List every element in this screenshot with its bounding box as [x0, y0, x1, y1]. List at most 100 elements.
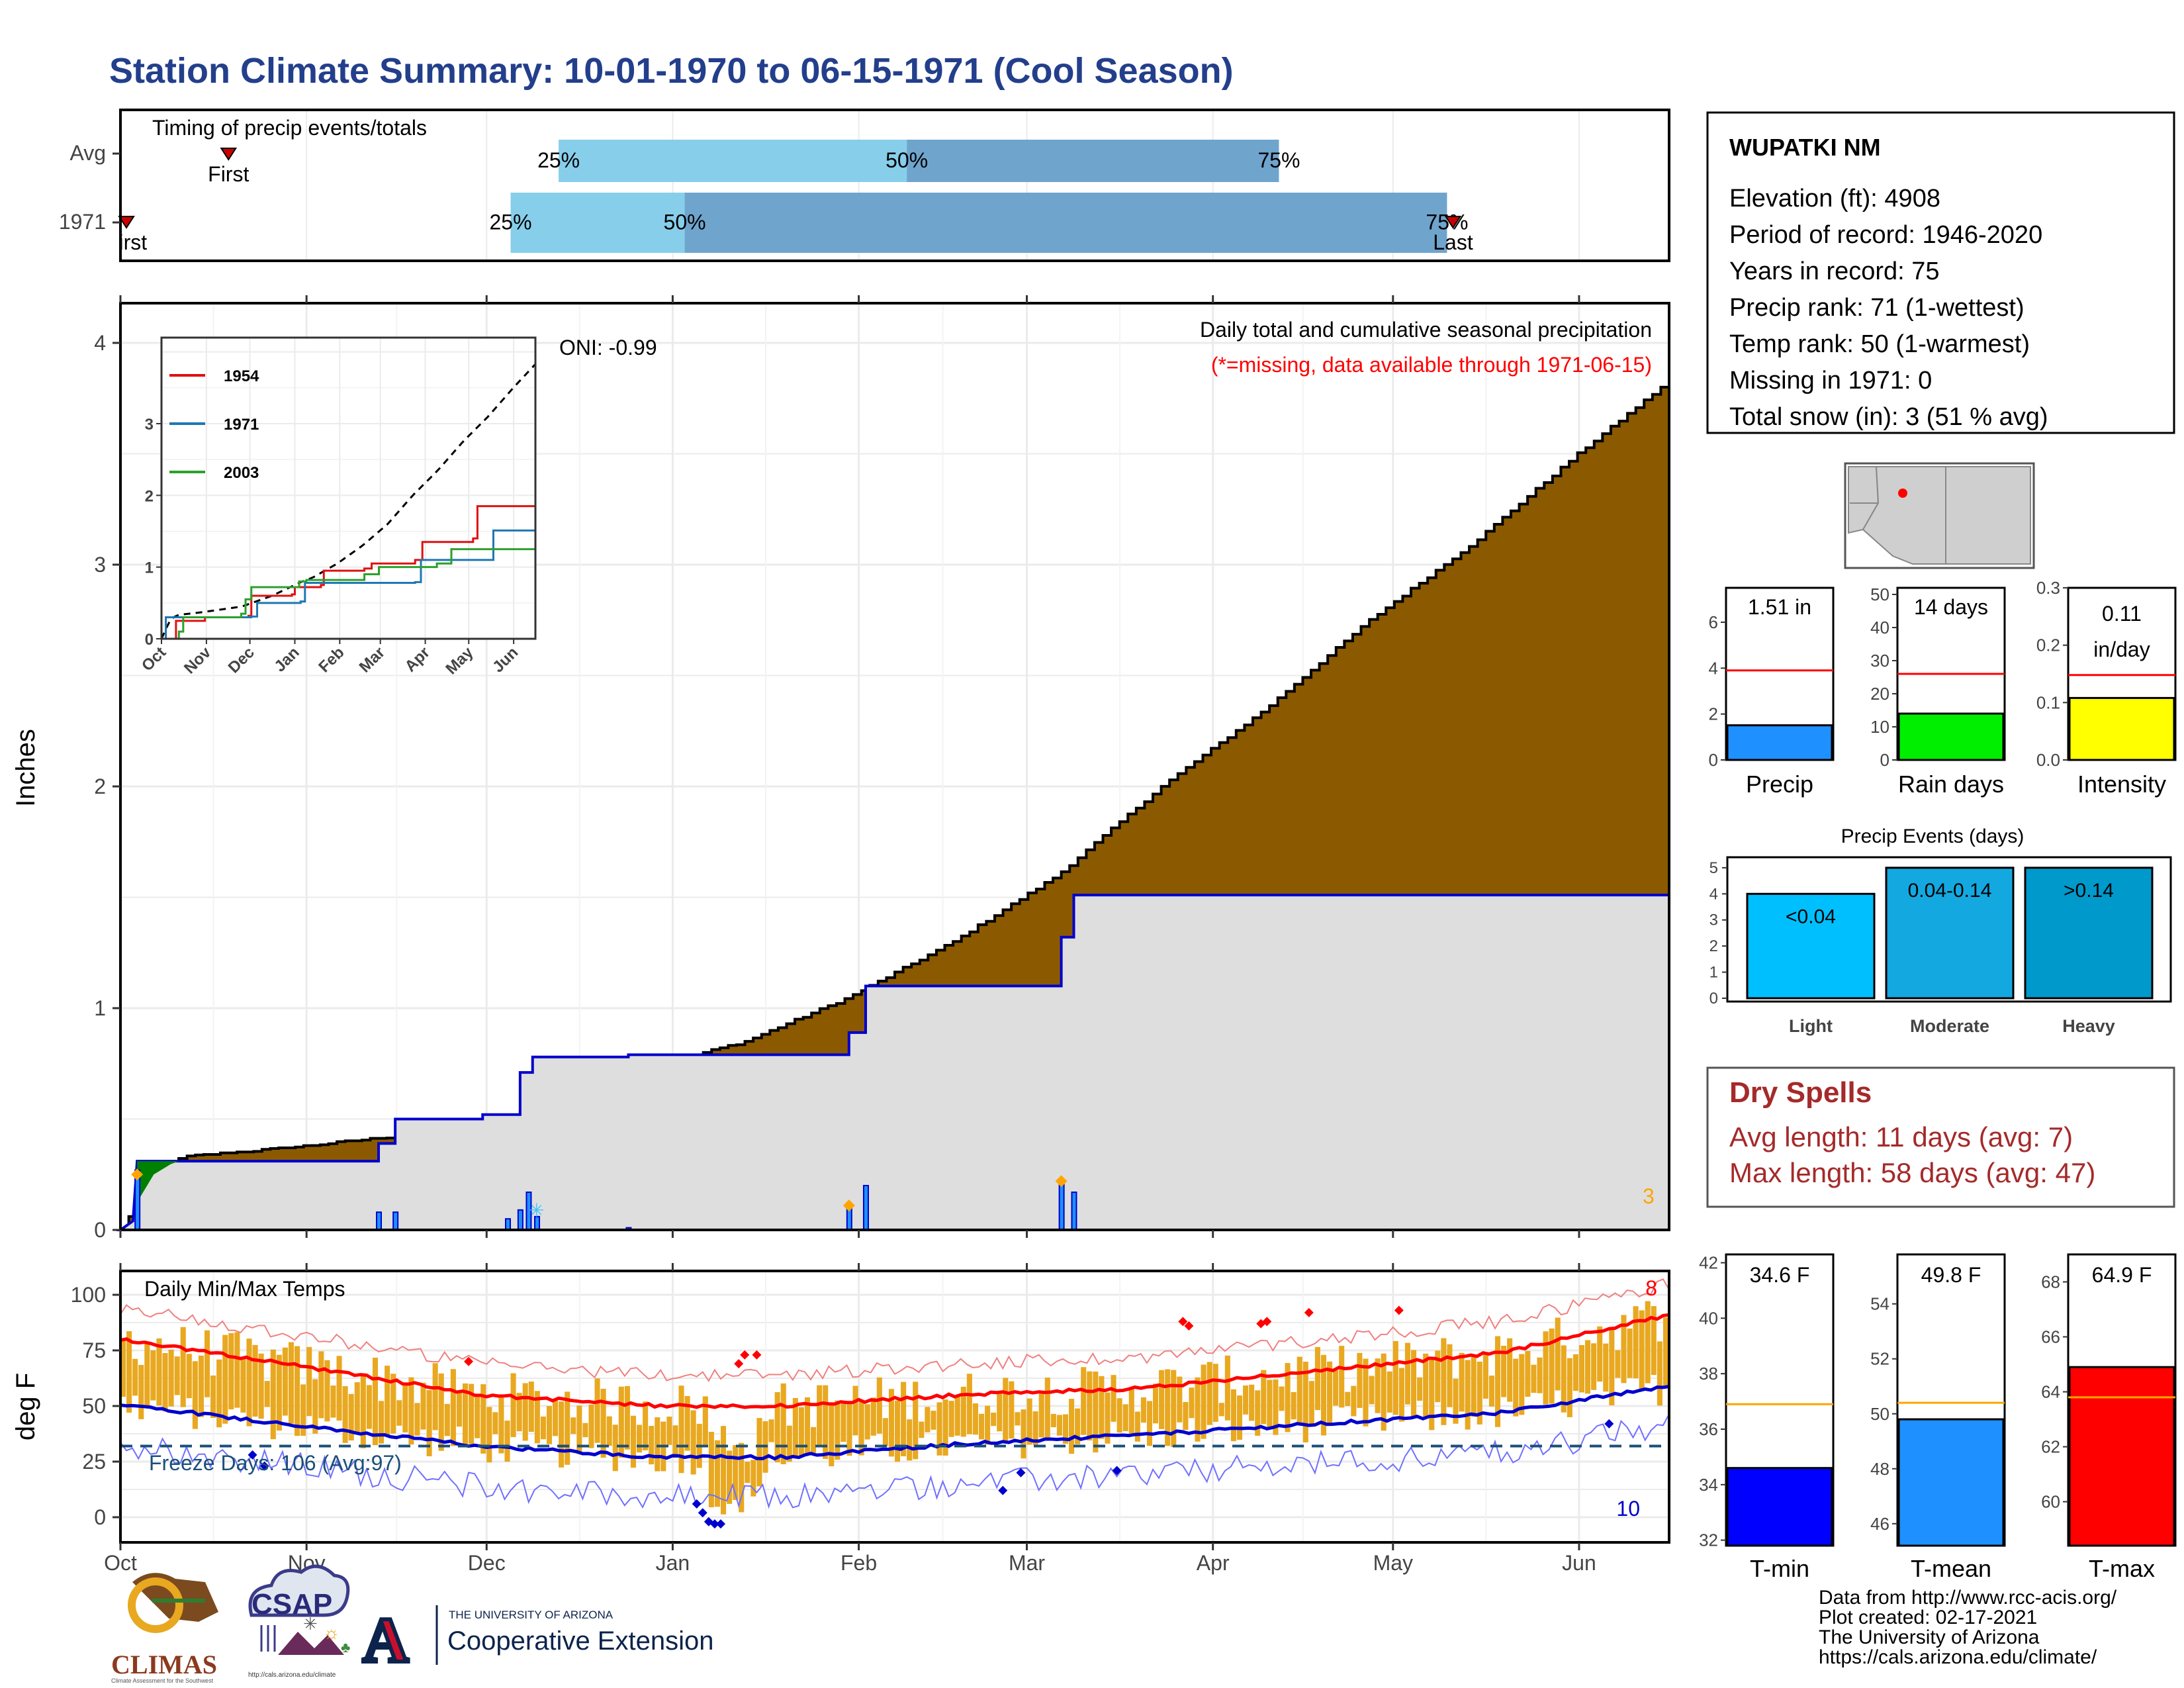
mini-axis-label: Precip	[1746, 771, 1813, 798]
daily-temp-bar	[1212, 1364, 1218, 1422]
mini-temp-y-tick: 42	[1699, 1253, 1718, 1273]
daily-temp-bar	[1177, 1376, 1183, 1423]
daily-temp-bar	[162, 1353, 168, 1412]
daily-temp-bar	[774, 1392, 780, 1463]
mini-y-tick: 0	[1709, 750, 1718, 770]
daily-temp-bar	[270, 1349, 276, 1440]
temp-y-tick: 100	[71, 1283, 106, 1307]
daily-temp-bar	[985, 1405, 991, 1445]
daily-temp-bar	[913, 1382, 919, 1460]
mini-value-label: 14 days	[1914, 595, 1988, 619]
mini-temp-bar	[1897, 1418, 2005, 1547]
mini-axis-label: Rain days	[1898, 771, 2004, 798]
temp-range-bars	[120, 1301, 1668, 1515]
mini-temp-bar	[2068, 1366, 2175, 1547]
daily-temp-bar	[1531, 1364, 1537, 1393]
daily-temp-bar	[1387, 1371, 1392, 1413]
daily-temp-bar	[1477, 1361, 1482, 1425]
daily-temp-bar	[1236, 1395, 1243, 1440]
timing-q25-label: 25%	[490, 211, 532, 234]
daily-temp-bar	[379, 1401, 385, 1444]
events-y-tick: 1	[1709, 964, 1718, 982]
daily-temp-bar	[1134, 1411, 1140, 1442]
inset-y-tick: 1	[145, 559, 154, 577]
daily-temp-bar	[1195, 1377, 1201, 1442]
daily-temp-bar	[1243, 1385, 1249, 1415]
daily-temp-bar	[132, 1358, 138, 1396]
daily-temp-bar	[1561, 1345, 1567, 1413]
daily-temp-bar	[198, 1355, 204, 1417]
daily-temp-bar	[312, 1379, 318, 1434]
timing-q25-label: 25%	[537, 148, 580, 172]
precip-y-tick: 0	[94, 1218, 106, 1242]
daily-temp-bar	[1392, 1340, 1398, 1415]
daily-temp-bar	[1543, 1331, 1549, 1405]
daily-temp-bar	[504, 1421, 510, 1462]
daily-temp-bar	[1224, 1355, 1230, 1421]
daily-temp-bar	[570, 1417, 576, 1434]
mini-temp-y-tick: 62	[2041, 1437, 2060, 1457]
mini-value-label: 0.11	[2102, 602, 2142, 626]
record-low-marker	[698, 1508, 707, 1518]
daily-temp-bar	[192, 1361, 198, 1429]
temp-y-tick: 0	[94, 1505, 106, 1529]
daily-temp-bar	[1633, 1306, 1639, 1379]
record-low-marker	[1016, 1468, 1026, 1477]
early-season-surplus-area	[137, 1161, 287, 1203]
daily-temp-bar	[1032, 1411, 1038, 1445]
daily-temp-bar	[1494, 1336, 1501, 1427]
ua-logo-big: Cooperative Extension	[447, 1626, 713, 1656]
daily-temp-bar	[1093, 1371, 1099, 1453]
climas-logo: CLIMAS Climate Assessment for the Southw…	[111, 1573, 218, 1684]
daily-temp-bar	[1291, 1391, 1297, 1420]
daily-temp-bar	[1339, 1346, 1345, 1408]
daily-temp-bar	[618, 1386, 624, 1458]
daily-temp-bar	[450, 1369, 456, 1446]
events-y-tick: 0	[1709, 990, 1718, 1008]
daily-temp-bar	[510, 1373, 516, 1437]
station-missing: Missing in 1971: 0	[1729, 367, 1932, 395]
inset-normal-line	[160, 363, 537, 639]
daily-temp-bar	[768, 1419, 774, 1442]
daily-temp-bar	[1651, 1306, 1657, 1376]
inset-frame	[160, 336, 537, 640]
daily-temp-bar	[978, 1413, 985, 1440]
daily-temp-bar	[1314, 1346, 1320, 1411]
daily-temp-bar	[1081, 1367, 1087, 1435]
daily-temp-bar	[672, 1425, 678, 1458]
station-location-dot	[1898, 489, 1907, 498]
mini-temp-value: 64.9 F	[2092, 1263, 2152, 1287]
timing-quartile-bar-2	[907, 140, 1279, 182]
daily-temp-bar	[204, 1330, 210, 1397]
sun-icon: ☼	[323, 1622, 340, 1643]
daily-temp-bar	[156, 1338, 162, 1406]
precip-frame	[119, 302, 1670, 1231]
daily-temp-bar	[1381, 1353, 1387, 1431]
daily-temp-bar	[1597, 1326, 1603, 1382]
plant-icon: ♣	[341, 1639, 350, 1656]
inset-legend-label: 1954	[224, 367, 259, 385]
footer-university: The University of Arizona	[1819, 1626, 2040, 1648]
daily-temp-bar	[966, 1374, 972, 1434]
daily-temp-bar	[1026, 1398, 1032, 1445]
daily-temp-bar	[1015, 1412, 1021, 1426]
daily-temp-bar	[594, 1378, 600, 1443]
daily-temp-bar	[150, 1350, 156, 1401]
daily-temp-bar	[1249, 1384, 1255, 1421]
daily-temp-bar	[1578, 1344, 1585, 1393]
station-temp-rank: Temp rank: 50 (1-warmest)	[1729, 330, 2030, 358]
record-low-marker	[259, 1461, 269, 1471]
temp-y-tick: 25	[82, 1450, 106, 1474]
daily-temp-bar	[1549, 1328, 1555, 1404]
daily-temp-bar	[733, 1445, 739, 1500]
climas-logo-text: CLIMAS	[111, 1650, 217, 1679]
daily-temp-bar	[408, 1377, 414, 1445]
temp-record-markers	[248, 1305, 1614, 1529]
daily-temp-bar	[1567, 1358, 1572, 1417]
timing-q50-label: 50%	[664, 211, 706, 234]
record-high-marker	[1178, 1317, 1188, 1327]
daily-temp-bar	[330, 1385, 336, 1418]
daily-temp-bar	[360, 1376, 366, 1448]
daily-temp-bar	[948, 1401, 954, 1437]
